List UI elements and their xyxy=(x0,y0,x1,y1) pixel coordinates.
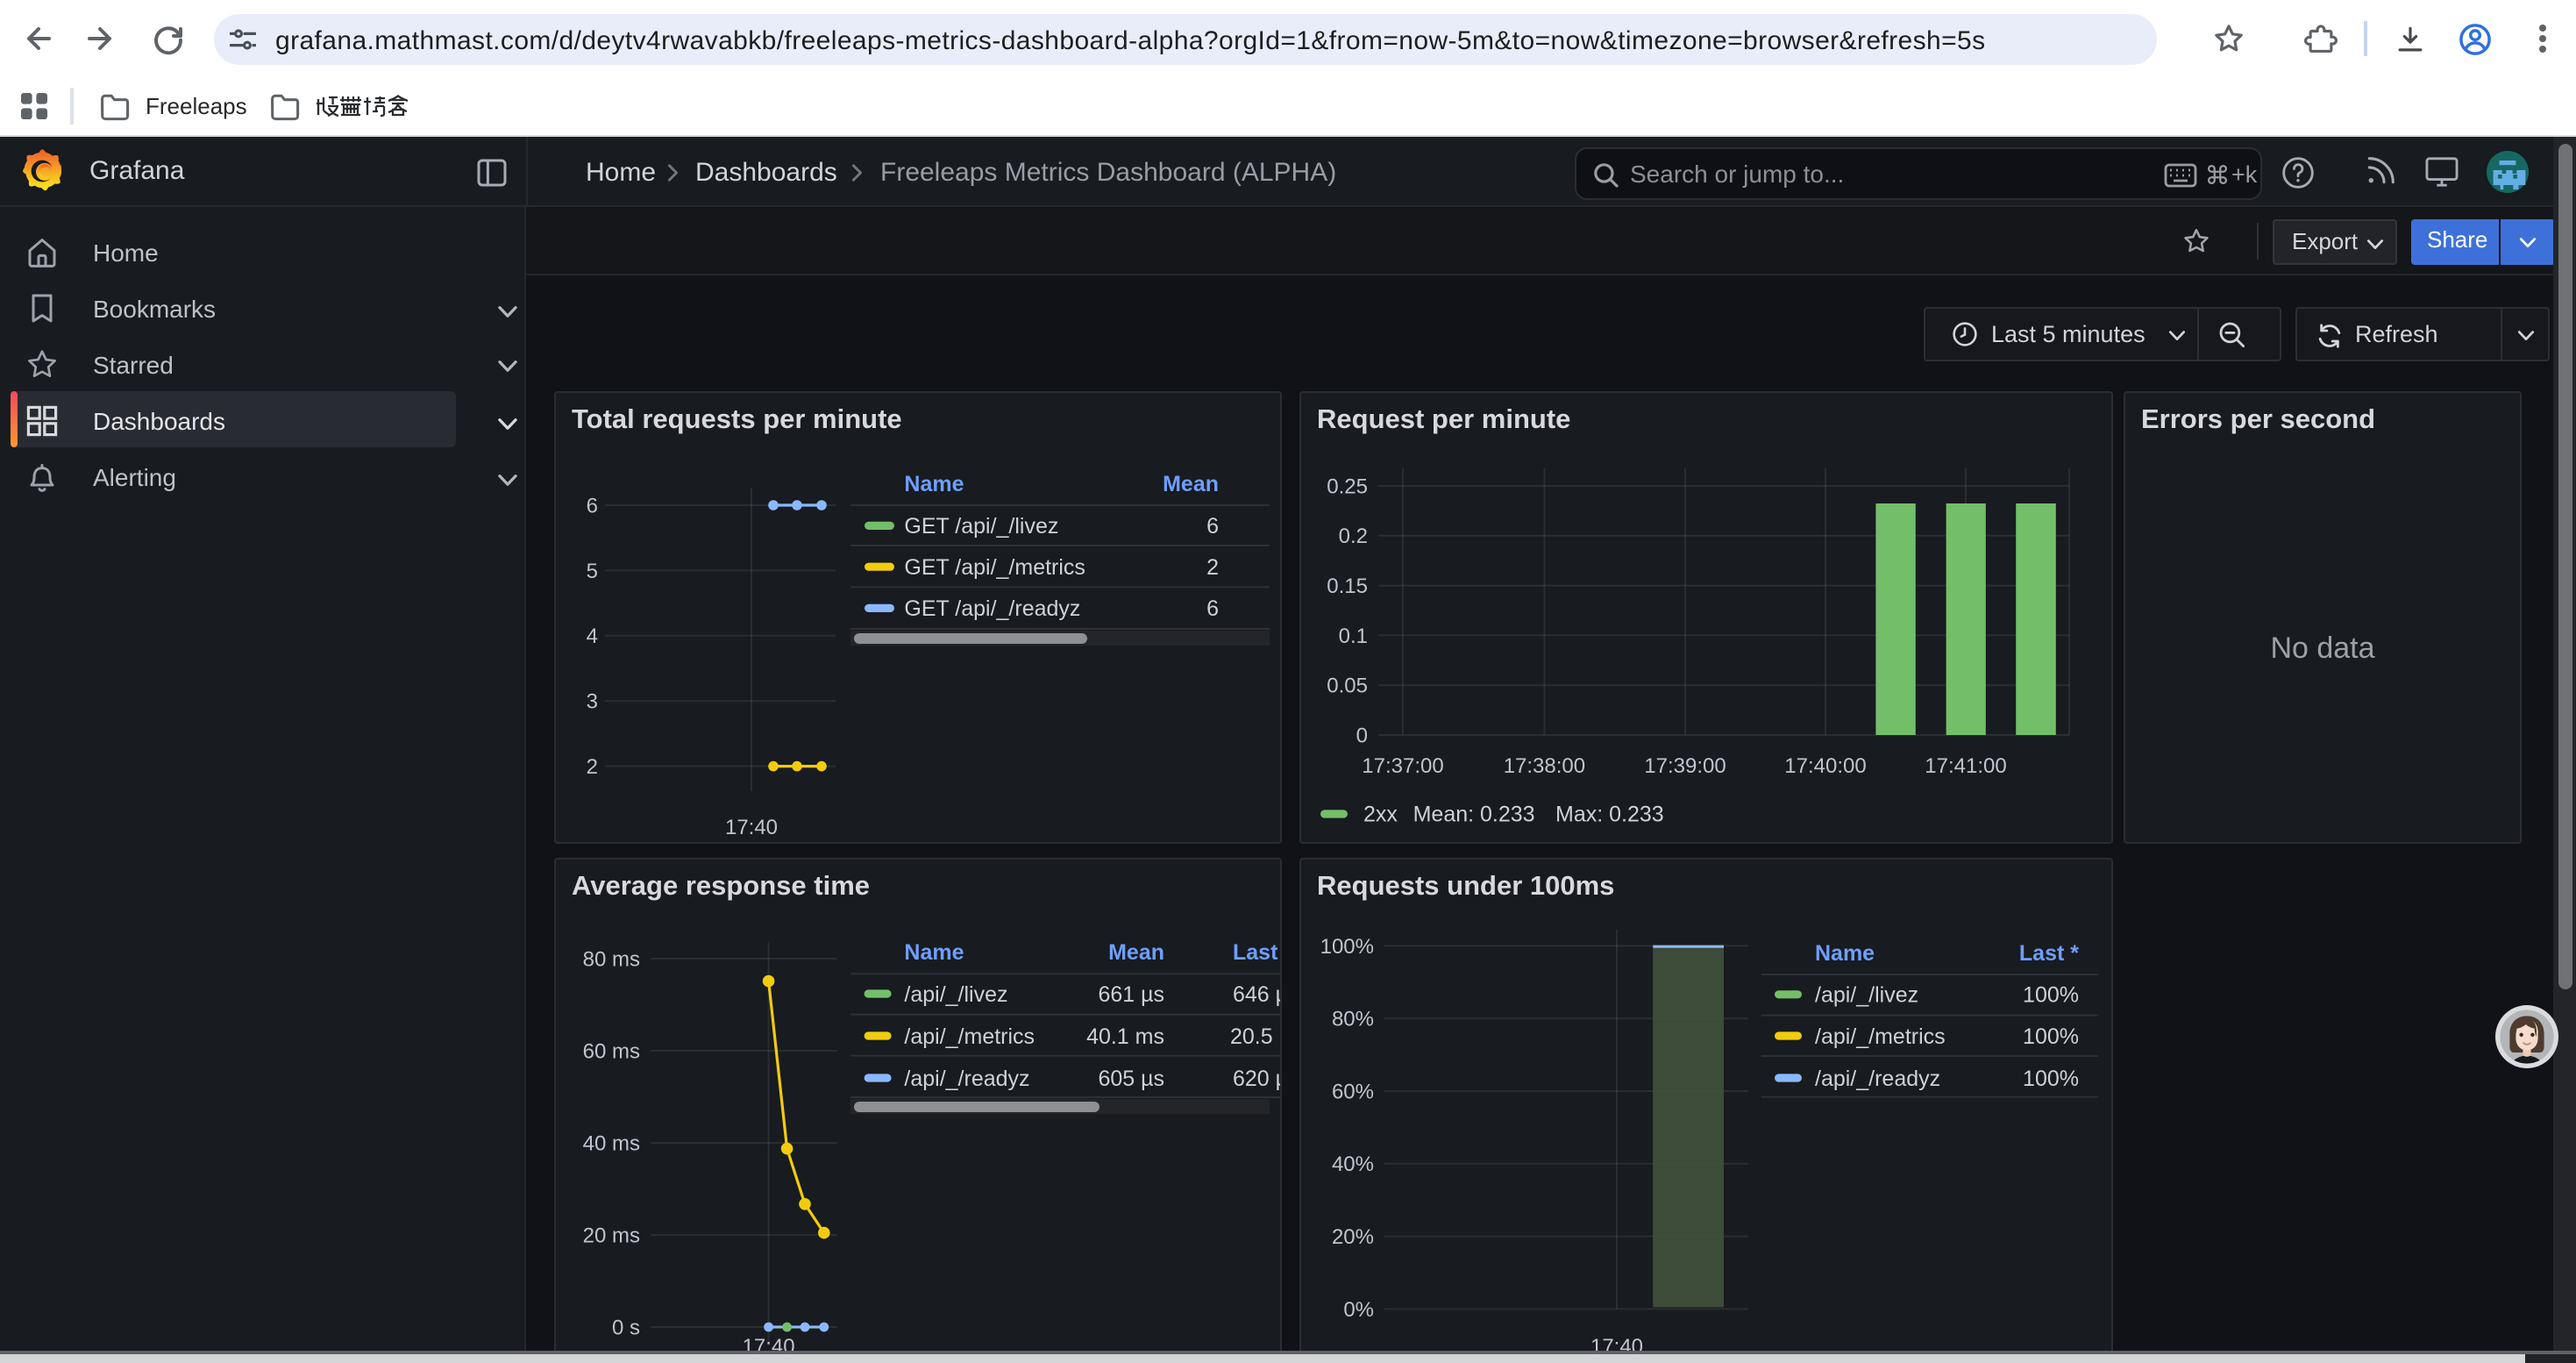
svg-text:0.15: 0.15 xyxy=(1327,574,1368,598)
svg-text:2: 2 xyxy=(1206,555,1219,580)
svg-text:Max: 0.233: Max: 0.233 xyxy=(1555,803,1664,827)
svg-text:0.25: 0.25 xyxy=(1327,475,1368,498)
svg-text:100%: 100% xyxy=(2023,1024,2079,1048)
svg-text:661 µs: 661 µs xyxy=(1098,981,1164,1006)
svg-text:20.5 ms: 20.5 ms xyxy=(1230,1024,1280,1048)
svg-text:/api/_/livez: /api/_/livez xyxy=(904,981,1007,1006)
svg-text:60%: 60% xyxy=(1332,1079,1374,1103)
svg-text:0 s: 0 s xyxy=(612,1315,640,1338)
svg-text:6: 6 xyxy=(1206,514,1219,539)
svg-text:0: 0 xyxy=(1356,724,1368,747)
svg-text:/api/_/readyz: /api/_/readyz xyxy=(1815,1066,1940,1090)
svg-text:6: 6 xyxy=(1206,596,1219,621)
svg-text:100%: 100% xyxy=(2023,1066,2079,1090)
svg-text:80%: 80% xyxy=(1332,1007,1374,1031)
svg-text:4: 4 xyxy=(587,624,598,648)
svg-text:0.2: 0.2 xyxy=(1339,525,1368,548)
svg-text:2: 2 xyxy=(587,755,598,779)
svg-text:40%: 40% xyxy=(1332,1152,1374,1175)
svg-text:100%: 100% xyxy=(1320,934,1374,958)
svg-text:17:38:00: 17:38:00 xyxy=(1504,754,1585,778)
svg-text:100%: 100% xyxy=(2023,982,2079,1007)
svg-text:0.05: 0.05 xyxy=(1327,674,1368,698)
svg-text:3: 3 xyxy=(587,690,598,714)
svg-text:Name: Name xyxy=(904,472,964,496)
svg-text:6: 6 xyxy=(587,494,598,517)
svg-text:20%: 20% xyxy=(1332,1224,1374,1248)
svg-text:17:40:00: 17:40:00 xyxy=(1784,754,1866,778)
svg-text:0.1: 0.1 xyxy=(1339,624,1368,648)
svg-text:40.1 ms: 40.1 ms xyxy=(1086,1024,1164,1048)
svg-text:GET /api/_/livez: GET /api/_/livez xyxy=(904,514,1058,539)
svg-text:20 ms: 20 ms xyxy=(583,1223,640,1246)
svg-text:Mean: Mean xyxy=(1108,939,1164,964)
svg-text:Last *: Last * xyxy=(2019,940,2079,965)
svg-text:40 ms: 40 ms xyxy=(583,1131,640,1154)
svg-text:60 ms: 60 ms xyxy=(583,1038,640,1062)
svg-text:605 µs: 605 µs xyxy=(1098,1066,1164,1090)
svg-text:17:41:00: 17:41:00 xyxy=(1925,754,2006,778)
svg-text:0%: 0% xyxy=(1343,1297,1374,1321)
svg-text:Mean: Mean xyxy=(1163,472,1219,496)
svg-text:620 µs: 620 µs xyxy=(1233,1066,1280,1090)
svg-text:/api/_/livez: /api/_/livez xyxy=(1815,982,1918,1007)
svg-text:5: 5 xyxy=(587,560,598,583)
svg-text:Name: Name xyxy=(1815,940,1875,965)
svg-text:/api/_/readyz: /api/_/readyz xyxy=(904,1066,1029,1090)
svg-text:17:37:00: 17:37:00 xyxy=(1362,754,1443,778)
svg-text:/api/_/metrics: /api/_/metrics xyxy=(1815,1024,1946,1048)
svg-text:/api/_/metrics: /api/_/metrics xyxy=(904,1024,1035,1048)
svg-text:646 µs: 646 µs xyxy=(1233,981,1280,1006)
svg-text:80 ms: 80 ms xyxy=(583,946,640,970)
svg-text:Mean: 0.233: Mean: 0.233 xyxy=(1413,803,1535,827)
svg-text:Last *: Last * xyxy=(1233,939,1280,964)
svg-text:GET /api/_/readyz: GET /api/_/readyz xyxy=(904,596,1080,621)
svg-text:17:39:00: 17:39:00 xyxy=(1644,754,1726,778)
svg-text:17:40: 17:40 xyxy=(725,816,778,839)
svg-text:Name: Name xyxy=(904,939,964,964)
svg-text:GET /api/_/metrics: GET /api/_/metrics xyxy=(904,555,1085,580)
svg-text:2xx: 2xx xyxy=(1363,803,1398,827)
